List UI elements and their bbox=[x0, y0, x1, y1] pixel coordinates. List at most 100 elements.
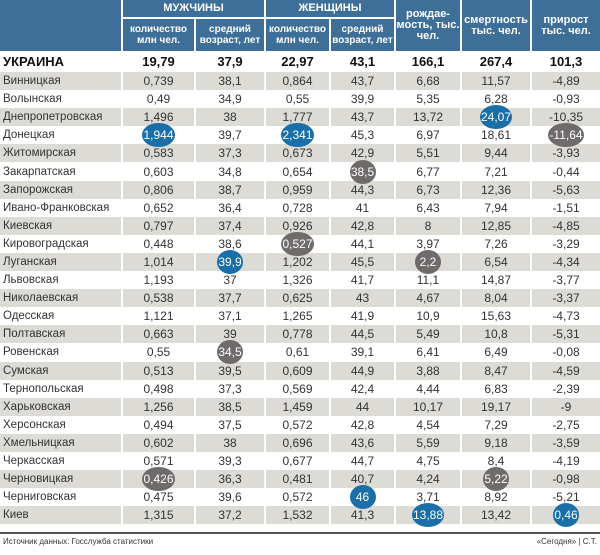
table-cell: 10,8 bbox=[460, 325, 531, 344]
highlight-circle: 2,341 bbox=[281, 123, 314, 148]
table-cell: -4,59 bbox=[530, 361, 600, 380]
region-name: Луганская bbox=[0, 252, 122, 272]
region-name: Полтавская bbox=[0, 325, 122, 344]
table-cell: 39,1 bbox=[329, 343, 395, 362]
table-cell: 37 bbox=[194, 271, 265, 290]
total-cell: 267,4 bbox=[460, 51, 531, 72]
table-cell: 0,806 bbox=[121, 180, 195, 199]
table-cell: 43,7 bbox=[329, 72, 395, 91]
table-cell: -3,93 bbox=[530, 144, 600, 163]
table-row: Черновицкая 0,426 36,3 0,481 40,7 4,24 5,22 -0,… bbox=[0, 467, 600, 492]
men-age-header: средний возраст, лет bbox=[194, 17, 265, 51]
table-cell: 37,3 bbox=[194, 379, 265, 398]
table-cell: 4,44 bbox=[394, 379, 461, 398]
table-cell: 6,97 bbox=[394, 126, 461, 145]
table-cell: 7,21 bbox=[460, 162, 531, 181]
table-cell: 0,778 bbox=[264, 325, 330, 344]
table-cell: 5,35 bbox=[394, 90, 461, 109]
table-cell: 38 bbox=[194, 108, 265, 127]
table-cell: 0,475 bbox=[121, 488, 195, 507]
table-cell: 6,41 bbox=[394, 343, 461, 362]
table-cell: 3,71 bbox=[394, 488, 461, 507]
table-cell: 0,426 bbox=[121, 467, 195, 492]
table-cell: 36,4 bbox=[194, 198, 265, 217]
table-cell: -2,75 bbox=[530, 415, 600, 434]
table-cell: 12,85 bbox=[460, 216, 531, 235]
table-cell: 37,7 bbox=[194, 289, 265, 308]
table-cell: -9 bbox=[530, 397, 600, 416]
table-cell: 6,68 bbox=[394, 72, 461, 91]
table-cell: 14,87 bbox=[460, 271, 531, 290]
table-cell: 4,54 bbox=[394, 415, 461, 434]
table-cell: 0,55 bbox=[264, 90, 330, 109]
table-row: Луганская 1,014 39,9 1,202 45,5 2,2 6,54 -4,34 bbox=[0, 249, 600, 274]
table-cell: 24,07 bbox=[460, 105, 531, 130]
table-cell: -5,21 bbox=[530, 488, 600, 507]
table-cell: 0,652 bbox=[121, 198, 195, 217]
table-cell: -2,39 bbox=[530, 379, 600, 398]
highlight-circle: 2,2 bbox=[415, 249, 441, 274]
table-cell: 4,24 bbox=[394, 470, 461, 489]
table-cell: 15,63 bbox=[460, 307, 531, 326]
table-cell: 1,944 bbox=[121, 123, 195, 148]
table-cell: 4,67 bbox=[394, 289, 461, 308]
table-cell: 42,4 bbox=[329, 379, 395, 398]
table-row: Черкасская 0,571 39,3 0,677 44,7 4,75 8,4 -4,19 bbox=[0, 451, 600, 471]
table-row: Киевская 0,797 37,4 0,926 42,8 8 12,85 -4,85 bbox=[0, 216, 600, 235]
table-cell: 0,498 bbox=[121, 379, 195, 398]
table-cell: 1,121 bbox=[121, 307, 195, 326]
table-cell: 0,538 bbox=[121, 289, 195, 308]
total-cell: 166,1 bbox=[394, 51, 461, 72]
region-name: Запорожская bbox=[0, 180, 122, 199]
region-name: Черкасская bbox=[3, 455, 65, 468]
table-cell: 39,7 bbox=[194, 126, 265, 145]
table-cell: 34,5 bbox=[194, 340, 265, 365]
table-cell: -4,34 bbox=[530, 252, 600, 272]
highlight-circle: 0,46 bbox=[553, 503, 579, 528]
highlight-circle: 46 bbox=[349, 485, 376, 510]
table-row: Донецкая 1,944 39,7 2,341 45,3 6,97 18,61 -11,6… bbox=[0, 123, 600, 148]
table-row: Полтавская 0,663 39 0,778 44,5 5,49 10,8 -5,31 bbox=[0, 325, 600, 344]
table-cell: -3,37 bbox=[530, 289, 600, 308]
table-cell: 2,2 bbox=[394, 249, 461, 274]
region-name: Сумская bbox=[0, 361, 122, 380]
table-cell: -5,31 bbox=[530, 325, 600, 344]
men-count-header: количество млн чел. bbox=[121, 17, 195, 51]
table-cell: 1,193 bbox=[121, 271, 195, 290]
region-name: Ровенская bbox=[3, 346, 59, 359]
table-cell: 1,532 bbox=[264, 506, 330, 525]
table-cell: 39,5 bbox=[194, 361, 265, 380]
table-cell: -3,77 bbox=[530, 271, 600, 290]
region-name: Ивано-Франковская bbox=[3, 201, 110, 214]
table-row: Ивано-Франковская 0,652 36,4 0,728 41 6,43 7,9… bbox=[0, 198, 600, 217]
footer-divider bbox=[0, 532, 600, 534]
highlight-circle: 39,9 bbox=[217, 249, 243, 274]
table-cell: 43,6 bbox=[329, 433, 395, 452]
table-cell: 1,202 bbox=[264, 252, 330, 272]
table-cell: 41 bbox=[329, 198, 395, 217]
table-cell: 13,88 bbox=[394, 503, 461, 528]
table-cell: 5,49 bbox=[394, 325, 461, 344]
table-cell: 36,3 bbox=[194, 470, 265, 489]
table-cell: 19,17 bbox=[460, 397, 531, 416]
table-row: Николаевская 0,538 37,7 0,625 43 4,67 8,04 -3,3… bbox=[0, 289, 600, 308]
table-cell: 43 bbox=[329, 289, 395, 308]
table-cell: 39 bbox=[194, 325, 265, 344]
table-cell: 10,9 bbox=[394, 307, 461, 326]
table-cell: 0,728 bbox=[264, 198, 330, 217]
table-cell: 6,73 bbox=[394, 180, 461, 199]
source-note: Источник данных: Госслужба статистики bbox=[3, 537, 154, 546]
table-cell: 39,9 bbox=[194, 249, 265, 274]
table-cell: 8,92 bbox=[460, 488, 531, 507]
table-cell: 0,571 bbox=[121, 451, 195, 471]
table-row: Кировоградская 0,448 38,6 0,527 44,1 3,97 7,26… bbox=[0, 231, 600, 256]
table-cell: -11,64 bbox=[530, 123, 600, 148]
table-cell: 0,673 bbox=[264, 144, 330, 163]
table-cell: 9,44 bbox=[460, 144, 531, 163]
table-cell: 2,341 bbox=[264, 123, 330, 148]
table-cell: 42,8 bbox=[329, 415, 395, 434]
highlight-circle: 24,07 bbox=[479, 105, 513, 130]
table-cell: 7,29 bbox=[460, 415, 531, 434]
table-cell: -5,63 bbox=[530, 180, 600, 199]
region-name: Николаевская bbox=[0, 289, 122, 308]
